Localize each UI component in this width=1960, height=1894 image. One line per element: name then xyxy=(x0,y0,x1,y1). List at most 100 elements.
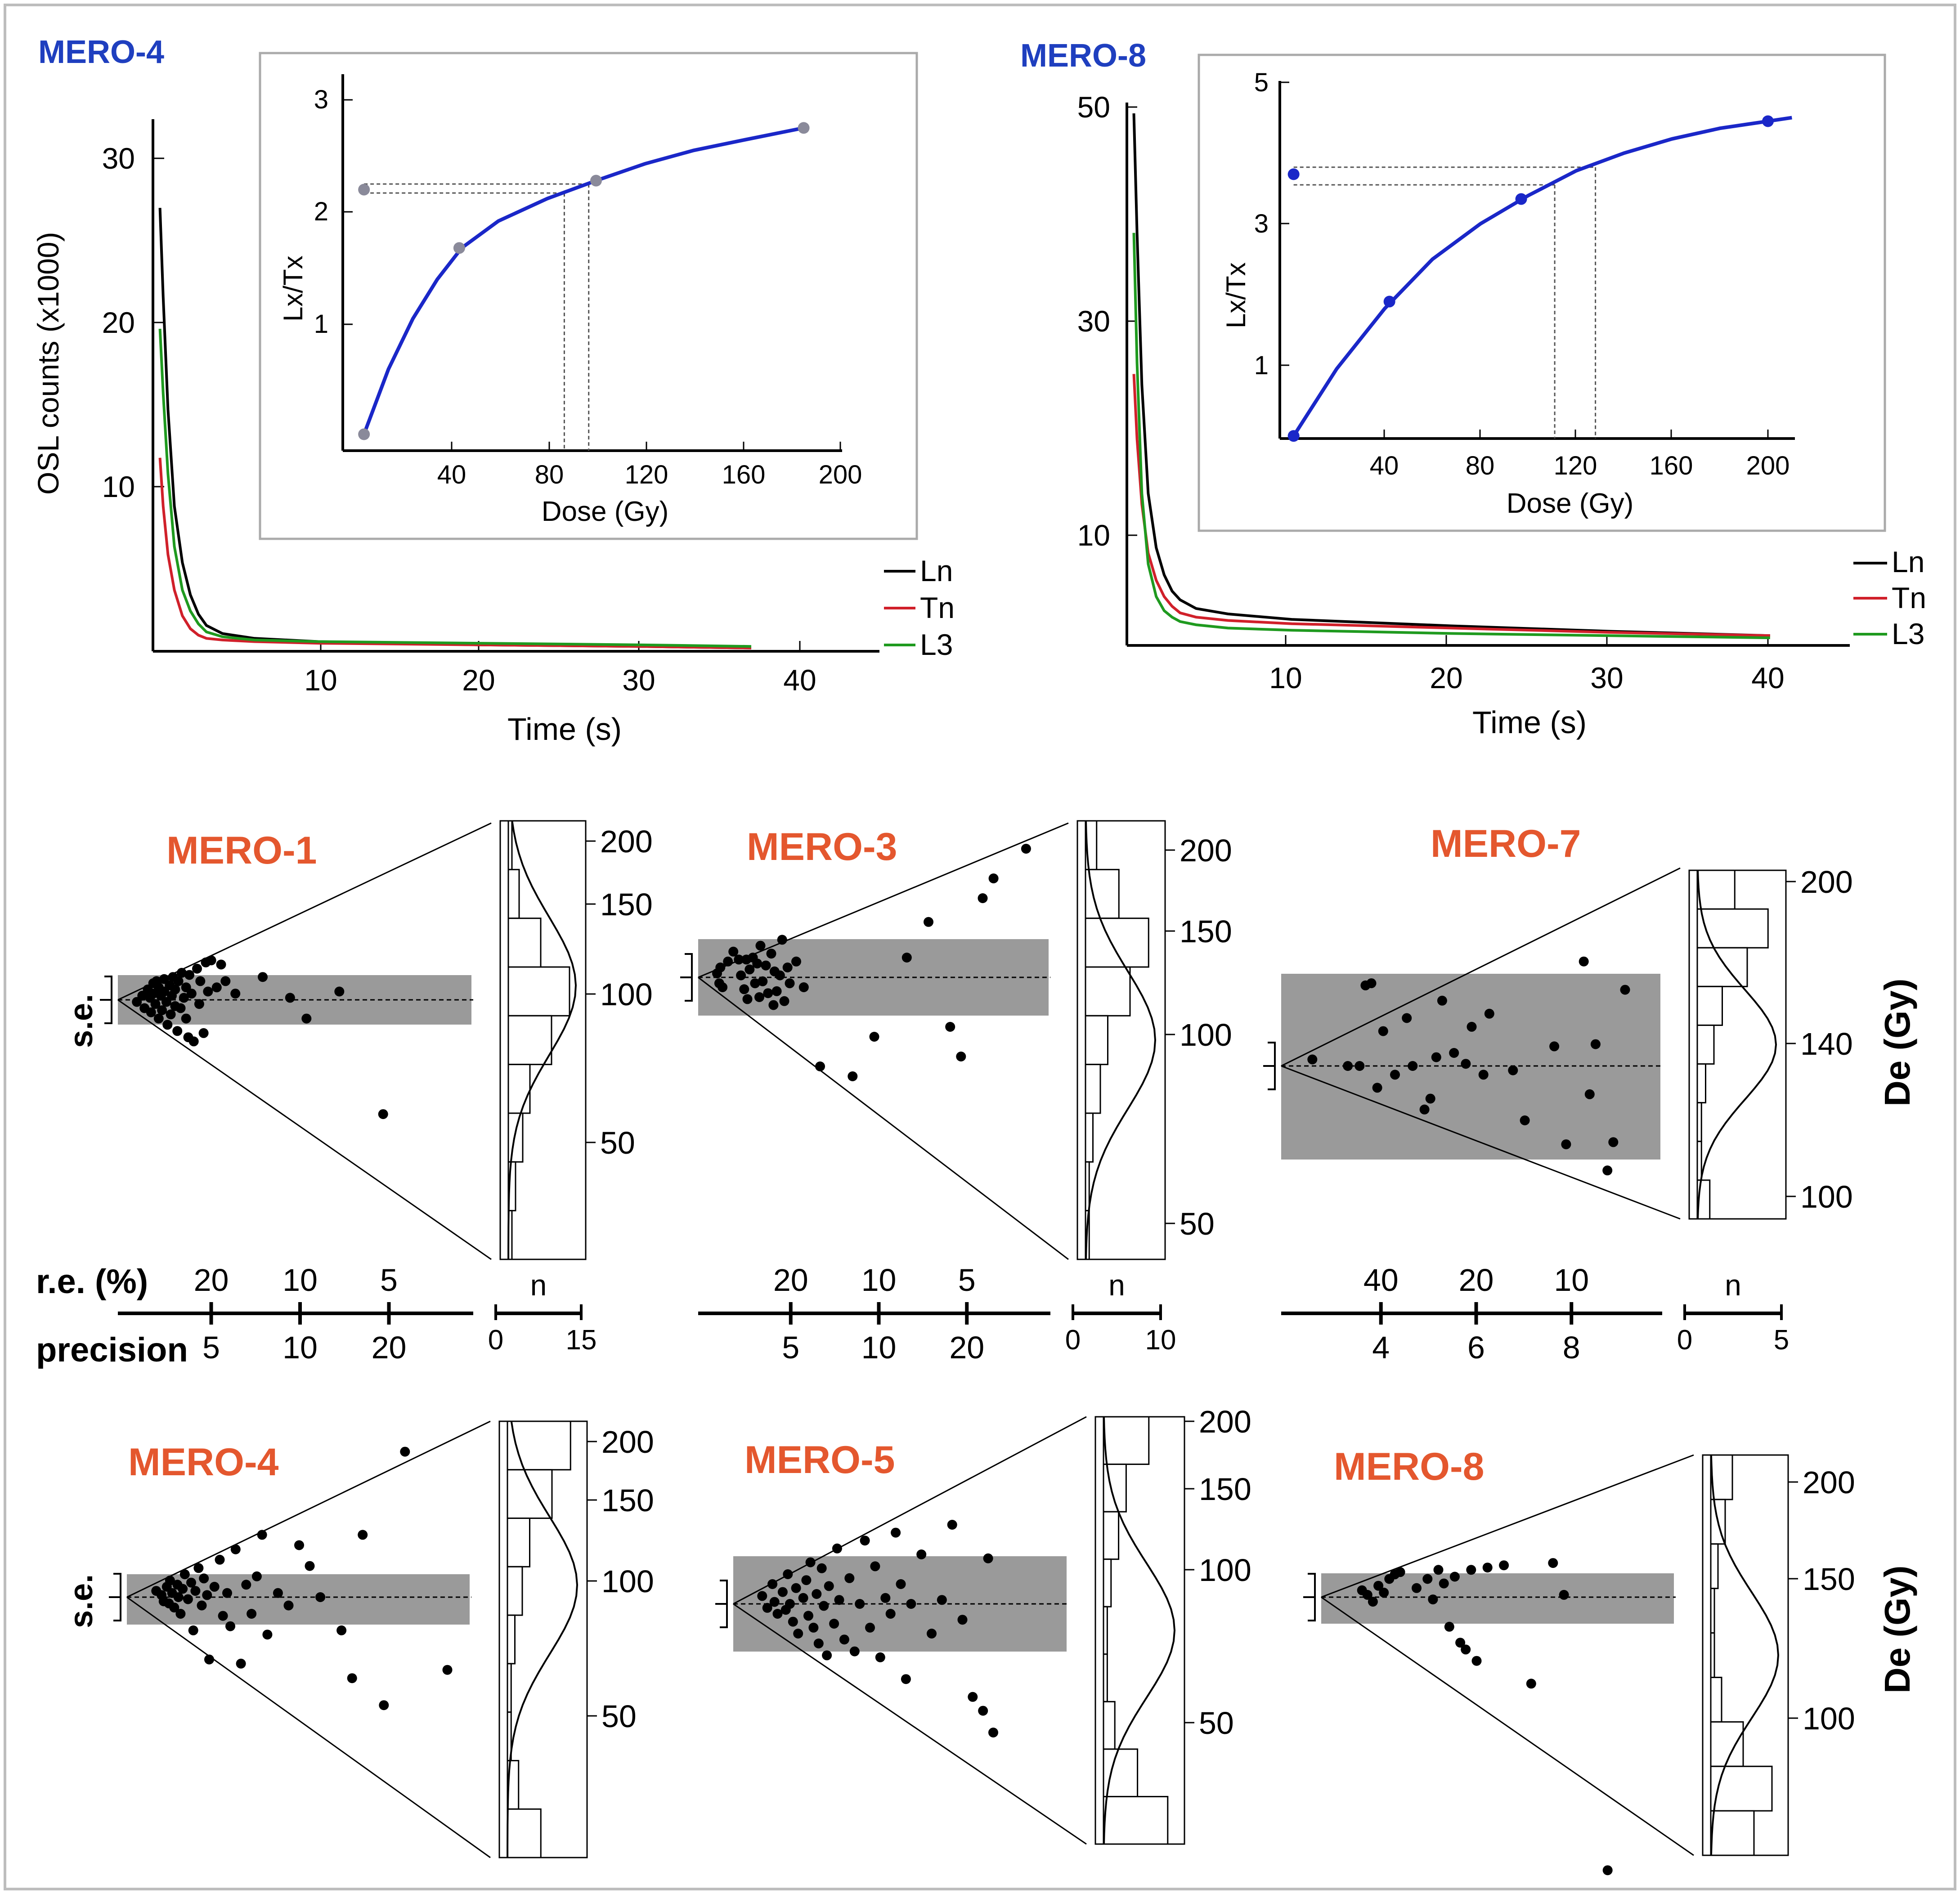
decay-title: MERO-4 xyxy=(38,34,164,70)
data-point xyxy=(183,1594,193,1604)
data-point xyxy=(1471,1656,1482,1666)
data-point xyxy=(211,982,222,993)
histogram-bar xyxy=(507,1015,552,1066)
data-point xyxy=(779,996,789,1006)
histogram-bar xyxy=(1085,1161,1090,1212)
n-axis-label: n xyxy=(530,1268,547,1302)
histogram-bar xyxy=(1696,985,1723,1026)
re-tick-label: 10 xyxy=(283,1263,318,1298)
histogram-bar xyxy=(507,966,570,1016)
data-point xyxy=(1559,1590,1569,1600)
data-point xyxy=(819,1601,829,1611)
data-point xyxy=(927,1629,937,1639)
data-point xyxy=(901,1674,911,1684)
kde-curve xyxy=(1697,870,1777,1219)
histogram-bar xyxy=(507,1614,516,1665)
radial-plot-mero-3: MERO-3 200 150 100 50 20 5 10 10 5 20 n0 10 xyxy=(680,820,1232,1365)
data-point xyxy=(1378,1026,1388,1036)
data-point xyxy=(1362,1590,1372,1600)
data-point xyxy=(775,970,785,981)
de-gy-label: De (Gy) xyxy=(1877,1566,1917,1694)
precision-tick-label: 10 xyxy=(283,1330,318,1365)
n-tick-label: 0 xyxy=(1065,1325,1081,1356)
data-point xyxy=(945,1022,955,1032)
re-tick-label: 20 xyxy=(773,1263,808,1298)
data-point xyxy=(216,959,226,970)
data-point xyxy=(230,1544,241,1554)
data-point xyxy=(793,1629,803,1639)
data-point xyxy=(865,1622,875,1633)
data-point xyxy=(947,1520,957,1530)
data-point xyxy=(1428,1594,1438,1605)
data-point xyxy=(1590,1039,1601,1049)
data-point xyxy=(1478,1070,1489,1080)
data-point xyxy=(822,1650,832,1661)
histogram-bar xyxy=(1710,1676,1722,1723)
data-point xyxy=(179,993,189,1003)
data-point xyxy=(758,976,768,986)
data-point xyxy=(1602,1865,1613,1876)
data-point xyxy=(785,978,795,989)
y-ticks: 10 20 30 xyxy=(102,142,164,503)
data-point xyxy=(968,1692,978,1702)
figure-frame xyxy=(4,4,1956,1890)
dose-response-fit-curve xyxy=(1292,116,1792,437)
data-point xyxy=(956,1052,966,1061)
histogram-bar xyxy=(1103,1558,1112,1607)
data-point xyxy=(1484,1008,1494,1019)
data-point xyxy=(855,1599,865,1609)
data-point xyxy=(186,989,197,999)
data-point xyxy=(204,1654,214,1665)
inset-plot xyxy=(358,122,810,451)
re-tick-label: 10 xyxy=(861,1263,897,1298)
kde-curve xyxy=(1103,1416,1176,1845)
inset-y-tick-label: 1 xyxy=(1254,351,1269,380)
n-tick-label: 5 xyxy=(1774,1325,1789,1356)
data-point xyxy=(880,1593,891,1603)
data-point xyxy=(870,1561,880,1572)
histogram-bar xyxy=(507,1808,542,1858)
data-point xyxy=(752,958,762,969)
histogram-bar xyxy=(507,1420,571,1471)
series-ln-line xyxy=(1132,113,1770,637)
data-point xyxy=(184,970,194,980)
legend-label-l3: L3 xyxy=(1892,617,1924,650)
data-point xyxy=(754,992,764,1002)
radial-title: MERO-7 xyxy=(1431,822,1581,865)
data-point xyxy=(209,1581,220,1592)
data-point xyxy=(301,1013,312,1024)
data-point xyxy=(791,1583,801,1593)
data-point xyxy=(186,1577,196,1588)
data-point xyxy=(194,999,204,1009)
radial-title: MERO-8 xyxy=(1334,1445,1484,1488)
histogram-bar xyxy=(1710,1543,1719,1590)
data-point xyxy=(258,972,268,982)
histogram-bar xyxy=(1710,1810,1755,1856)
data-point xyxy=(1520,1115,1530,1125)
histogram-bar xyxy=(507,1566,523,1616)
data-point xyxy=(181,1013,191,1024)
kde-curve xyxy=(1710,1455,1780,1856)
histogram-bar xyxy=(1085,1112,1094,1163)
data-point xyxy=(1455,1638,1466,1648)
data-point xyxy=(218,1611,228,1621)
z-tick-label: 100 xyxy=(1180,1017,1232,1052)
data-point xyxy=(718,982,728,992)
data-point xyxy=(902,953,912,963)
precision-tick-label: 4 xyxy=(1372,1330,1390,1365)
data-point xyxy=(334,986,345,997)
radial-plot-mero-5: MERO-5 200 150 100 50 xyxy=(715,1404,1251,1845)
data-point xyxy=(839,1634,849,1645)
data-point xyxy=(262,1630,273,1640)
data-point xyxy=(755,940,766,951)
histogram-bar xyxy=(1103,1701,1116,1750)
data-point xyxy=(957,1615,968,1625)
wedge-lower-line xyxy=(126,1596,491,1858)
inset-y-axis-label: Lx/Tx xyxy=(1221,262,1251,328)
regenerated-point xyxy=(1762,115,1774,127)
data-point xyxy=(1584,1089,1595,1099)
inset-x-tick-label: 200 xyxy=(819,460,862,489)
precision-tick-label: 6 xyxy=(1467,1330,1485,1365)
legend-label-l3: L3 xyxy=(920,628,953,661)
histogram-bar xyxy=(1103,1464,1127,1513)
